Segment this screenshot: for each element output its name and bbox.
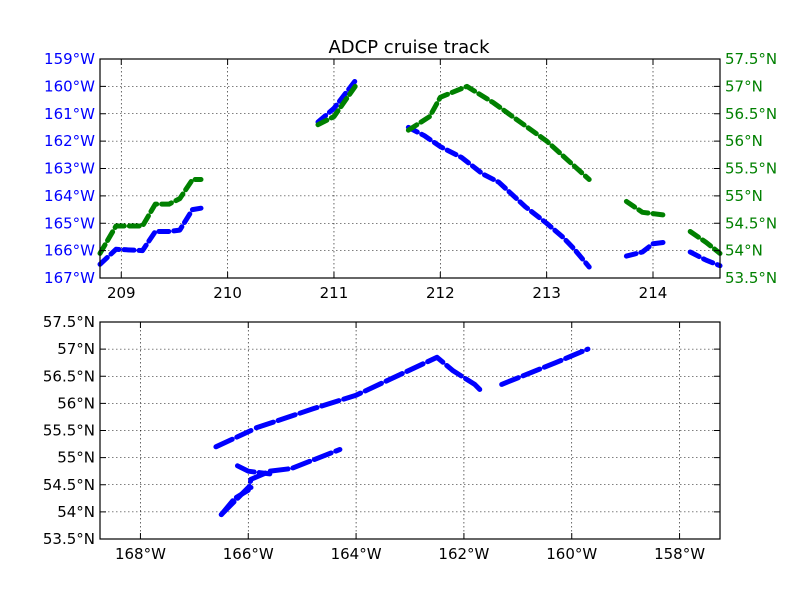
top-lon-track-segment-0 [97, 205, 204, 267]
top-right-tick-label: 53.5°N [725, 269, 777, 287]
top-xtick-label: 212 [426, 284, 455, 302]
top-left-tick-label: 160°W [44, 77, 95, 95]
bottom-track-segment-4 [253, 354, 483, 431]
bottom-ytick-label: 54.5°N [43, 476, 95, 494]
top-left-tick-label: 164°W [44, 187, 95, 205]
bottom-ytick-label: 53.5°N [43, 530, 95, 548]
bottom-ytick-label: 56.5°N [43, 367, 95, 385]
bottom-xtick-label: 158°W [654, 545, 705, 563]
top-lat-track-segment-1 [315, 83, 358, 128]
bottom-track-segment-5 [499, 346, 591, 387]
top-lat-track-segment-3 [623, 198, 667, 218]
top-right-tick-label: 56.5°N [725, 105, 777, 123]
bottom-xtick-label: 164°W [331, 545, 382, 563]
top-xtick-label: 213 [532, 284, 561, 302]
top-right-tick-label: 54.5°N [725, 214, 777, 232]
top-lon-track-segment-3 [623, 239, 667, 259]
bottom-xtick-label: 162°W [438, 545, 489, 563]
top-panel: 209 210 211 212 213 214 159°W 160°W 161°W 162°W 16… [44, 50, 777, 302]
top-left-tick-label: 163°W [44, 160, 95, 178]
bottom-panel: 168°W 166°W 164°W 162°W 160°W 158°W 57.5°N 57°N… [43, 313, 721, 563]
bottom-xtick-label: 168°W [115, 545, 166, 563]
top-xtick-label: 214 [639, 284, 668, 302]
bottom-ytick-label: 57.5°N [43, 313, 95, 331]
bottom-ytick-label: 54°N [57, 503, 95, 521]
top-xtick-label: 209 [107, 284, 136, 302]
top-lon-track-segment-1 [315, 78, 358, 125]
top-left-tick-label: 165°W [44, 214, 95, 232]
bottom-track-segment-1 [218, 447, 343, 518]
top-lon-track-segment-2 [405, 124, 592, 270]
bottom-ytick-label: 57°N [57, 340, 95, 358]
top-lon-track-segment-4 [687, 249, 723, 269]
bottom-xtick-label: 160°W [546, 545, 597, 563]
top-right-tick-label: 57.5°N [725, 50, 777, 68]
bottom-xtick-label: 166°W [223, 545, 274, 563]
top-left-tick-label: 162°W [44, 132, 95, 150]
top-left-tick-label: 167°W [44, 269, 95, 287]
top-right-tick-label: 55.5°N [725, 160, 777, 178]
bottom-track-segment-3 [213, 428, 254, 450]
top-lat-track-segment-4 [687, 229, 723, 256]
top-right-tick-label: 54°N [725, 242, 763, 260]
bottom-ytick-label: 56°N [57, 394, 95, 412]
top-right-tick-label: 57°N [725, 77, 763, 95]
top-xtick-label: 210 [213, 284, 242, 302]
top-lat-track-segment-2 [405, 83, 592, 182]
bottom-ytick-label: 55.5°N [43, 422, 95, 440]
top-left-tick-label: 161°W [44, 105, 95, 123]
top-right-tick-label: 56°N [725, 132, 763, 150]
top-right-tick-label: 55°N [725, 187, 763, 205]
top-left-tick-label: 159°W [44, 50, 95, 68]
bottom-track-segment-2 [235, 463, 273, 477]
top-lat-track-segment-0 [97, 177, 204, 256]
chart-title: ADCP cruise track [328, 37, 490, 58]
top-left-tick-label: 166°W [44, 242, 95, 260]
top-xtick-label: 211 [320, 284, 349, 302]
bottom-ytick-label: 55°N [57, 449, 95, 467]
